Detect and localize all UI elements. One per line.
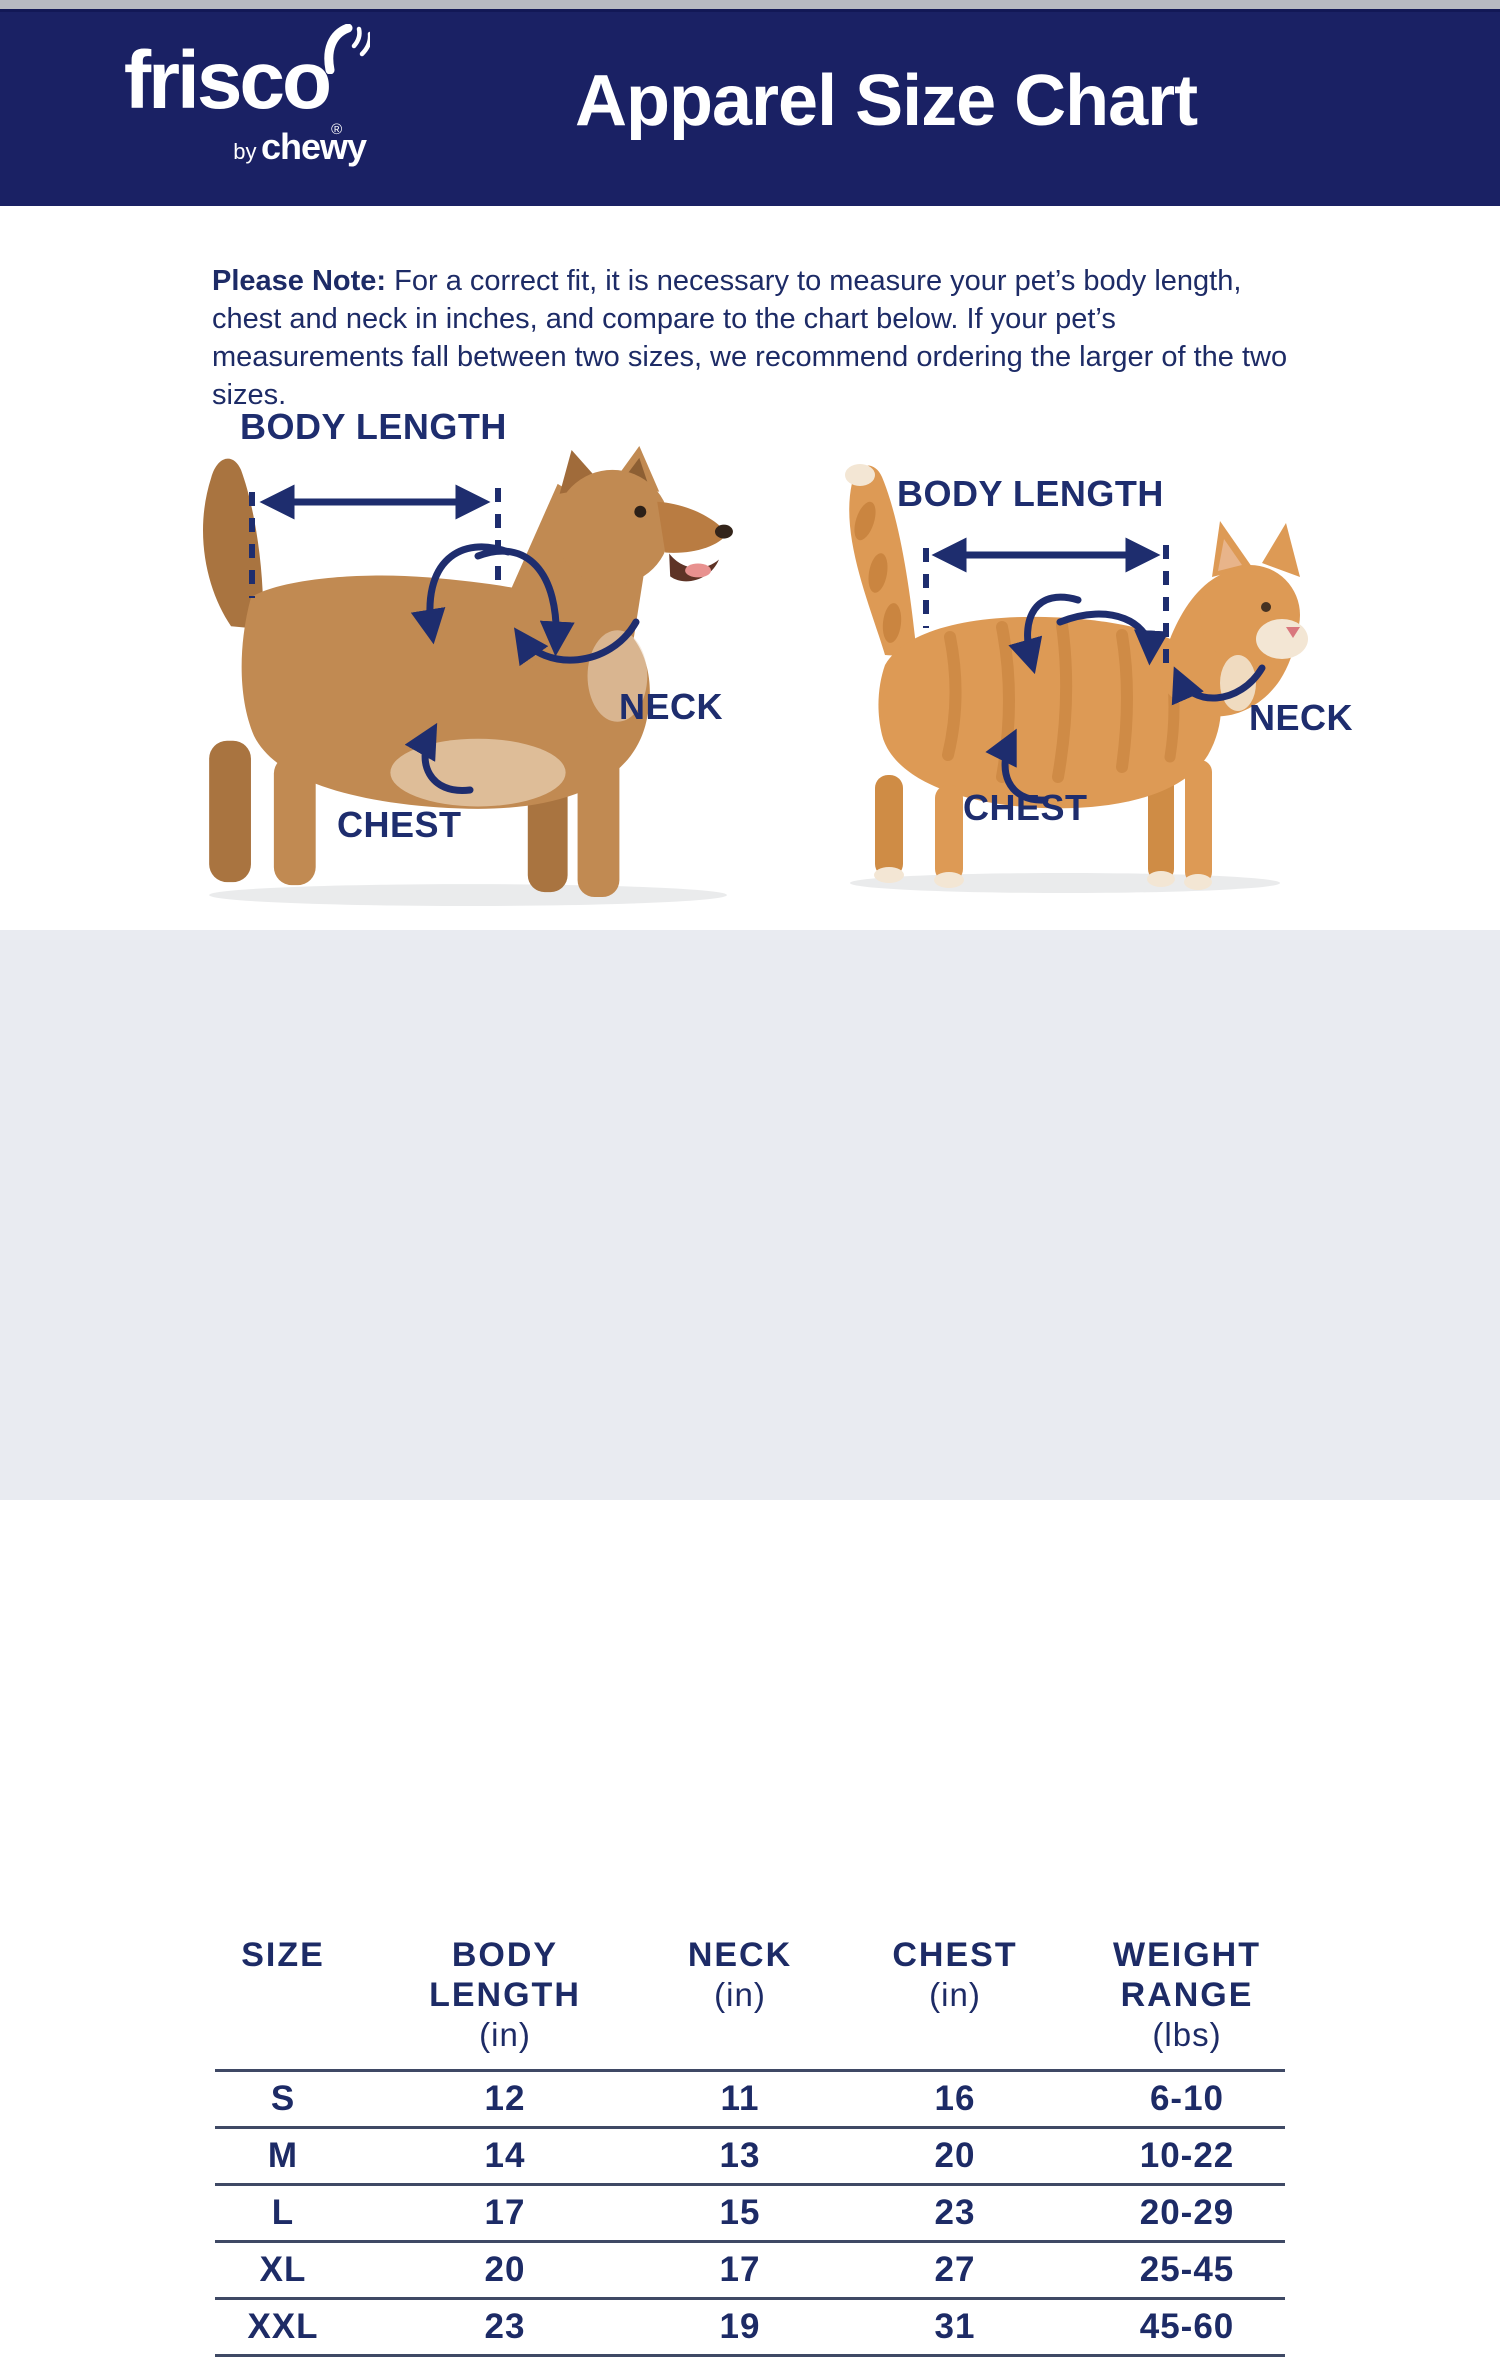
column-header-chest: CHEST (in) <box>892 1936 1018 2013</box>
table-cell: 17 <box>719 2250 761 2289</box>
top-border-strip <box>0 0 1500 9</box>
column-header-weight-range: WEIGHT RANGE (lbs) <box>1113 1936 1261 2053</box>
table-cell: L <box>271 2193 295 2232</box>
table-row: M 14 13 20 10-22 <box>215 2129 1285 2186</box>
dog-chest-label: CHEST <box>337 804 462 845</box>
header-banner: frisco® by chewy Apparel Size Chart <box>0 9 1500 206</box>
dog-body-length-label: BODY LENGTH <box>240 406 507 447</box>
table-cell: 23 <box>484 2307 526 2346</box>
table-row: XXL 23 19 31 45-60 <box>215 2300 1285 2357</box>
table-cell: XXL <box>247 2307 319 2346</box>
note-body: For a correct fit, it is necessary to me… <box>212 265 1288 411</box>
table-cell: S <box>270 2079 296 2118</box>
table-cell: M <box>267 2136 299 2175</box>
table-cell: 19 <box>719 2307 761 2346</box>
cat-illustration <box>845 464 1308 893</box>
table-cell: 13 <box>719 2136 761 2175</box>
column-header-neck: NECK (in) <box>687 1936 793 2013</box>
table-cell: 14 <box>484 2136 526 2175</box>
chewy-byline: by chewy <box>92 126 372 168</box>
table-row: S 12 11 16 6-10 <box>215 2072 1285 2129</box>
table-cell: 20 <box>934 2136 976 2175</box>
logo-swoosh-icon <box>324 24 371 74</box>
note-text: Please Note: For a correct fit, it is ne… <box>212 262 1297 414</box>
note-label: Please Note: <box>212 265 387 297</box>
table-cell: 23 <box>934 2193 976 2232</box>
column-header-body-length: BODY LENGTH (in) <box>429 1936 581 2053</box>
table-cell: XL <box>259 2250 307 2289</box>
table-cell: 20-29 <box>1139 2193 1235 2232</box>
byline-chewy: chewy <box>260 126 367 167</box>
table-section: SIZE BODY LENGTH (in) NECK (in) CHEST (i… <box>0 930 1500 2357</box>
table-cell: 10-22 <box>1139 2136 1235 2175</box>
cat-neck-label: NECK <box>1249 697 1354 738</box>
table-cell: 16 <box>934 2079 976 2118</box>
table-cell: 31 <box>934 2307 976 2346</box>
table-cell: 15 <box>719 2193 761 2232</box>
table-row: L 17 15 23 20-29 <box>215 2186 1285 2243</box>
table-header-row: SIZE BODY LENGTH (in) NECK (in) CHEST (i… <box>215 1935 1285 2072</box>
dog-illustration <box>203 445 733 907</box>
byline-by: by <box>233 139 257 164</box>
frisco-wordmark: frisco® <box>124 24 371 137</box>
column-header-size: SIZE <box>241 1936 325 1974</box>
table-cell: 12 <box>484 2079 526 2118</box>
table-cell: 27 <box>934 2250 976 2289</box>
table-cell: 11 <box>720 2079 760 2118</box>
size-chart-table: SIZE BODY LENGTH (in) NECK (in) CHEST (i… <box>215 1935 1285 2357</box>
cat-body-length-label: BODY LENGTH <box>897 473 1164 514</box>
frisco-wordmark-text: frisco <box>123 35 332 126</box>
dog-neck-label: NECK <box>619 686 724 727</box>
table-cell: 17 <box>484 2193 526 2232</box>
cat-chest-label: CHEST <box>963 787 1088 828</box>
table-row: XL 20 17 27 25-45 <box>215 2243 1285 2300</box>
table-cell: 20 <box>484 2250 526 2289</box>
table-cell: 45-60 <box>1139 2307 1235 2346</box>
registered-mark: ® <box>331 121 343 138</box>
table-cell: 25-45 <box>1139 2250 1235 2289</box>
table-cell: 6-10 <box>1149 2079 1225 2118</box>
page-title: Apparel Size Chart <box>575 61 1198 141</box>
frisco-logo: frisco® by chewy <box>92 24 372 168</box>
